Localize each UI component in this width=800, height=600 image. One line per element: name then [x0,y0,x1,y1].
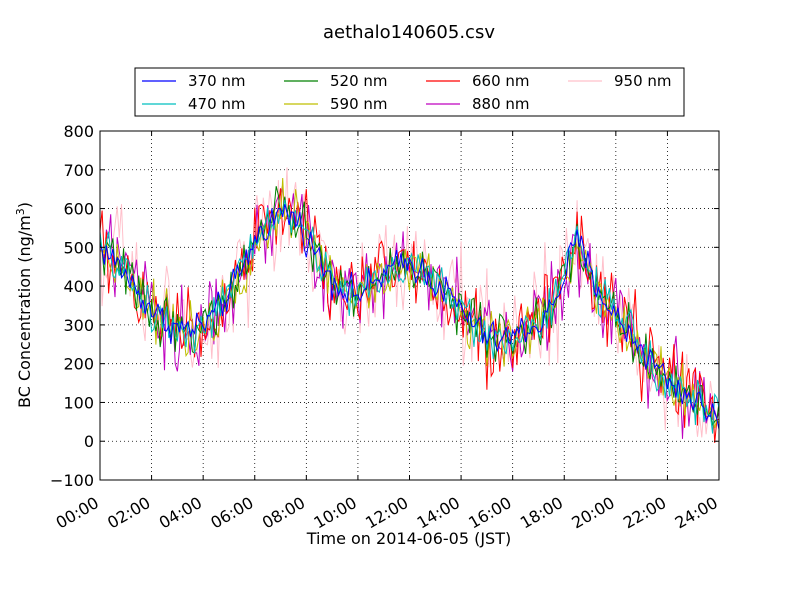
y-tick-label: 800 [63,122,94,141]
legend-label: 950 nm [614,72,672,90]
y-axis-label-tail: ) [15,202,34,208]
series-group [100,167,719,443]
legend: 370 nm 470 nm 520 nm 590 nm 660 nm 880 nm 950 … [134,67,685,117]
legend-label: 880 nm [472,95,530,113]
y-axis-label: BC Concentration (ng/m3) [14,202,34,408]
series-line-370-nm [100,204,719,430]
y-axis-label-superscript: 3 [14,208,27,215]
y-tick-label: 500 [63,238,94,257]
y-tick-label: −100 [50,471,94,490]
chart-title: aethalo140605.csv [323,22,495,43]
y-tick-label: 400 [63,277,94,296]
y-axis-label-main: BC Concentration (ng/m [15,215,34,408]
y-tick-label: 200 [63,355,94,374]
legend-label: 590 nm [330,95,388,113]
legend-label: 470 nm [188,95,246,113]
legend-box [134,67,685,117]
y-tick-label: 0 [84,432,94,451]
legend-label: 520 nm [330,72,388,90]
y-tick-label: 100 [63,393,94,412]
y-tick-label: 600 [63,200,94,219]
y-tick-label: 700 [63,161,94,180]
legend-label: 660 nm [472,72,530,90]
series-line-950-nm [100,167,719,438]
x-axis-label: Time on 2014-06-05 (JST) [306,529,511,548]
legend-label: 370 nm [188,72,246,90]
y-tick-label: 300 [63,316,94,335]
